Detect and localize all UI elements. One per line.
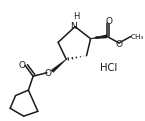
Text: HCl: HCl (100, 63, 117, 73)
Text: CH₃: CH₃ (131, 34, 144, 40)
Text: H: H (73, 12, 79, 21)
Text: O: O (116, 40, 123, 49)
Polygon shape (51, 59, 66, 72)
Text: O: O (19, 61, 26, 70)
Text: N: N (70, 22, 76, 31)
Text: O: O (105, 17, 112, 26)
Text: O: O (45, 69, 52, 78)
Polygon shape (91, 35, 107, 39)
